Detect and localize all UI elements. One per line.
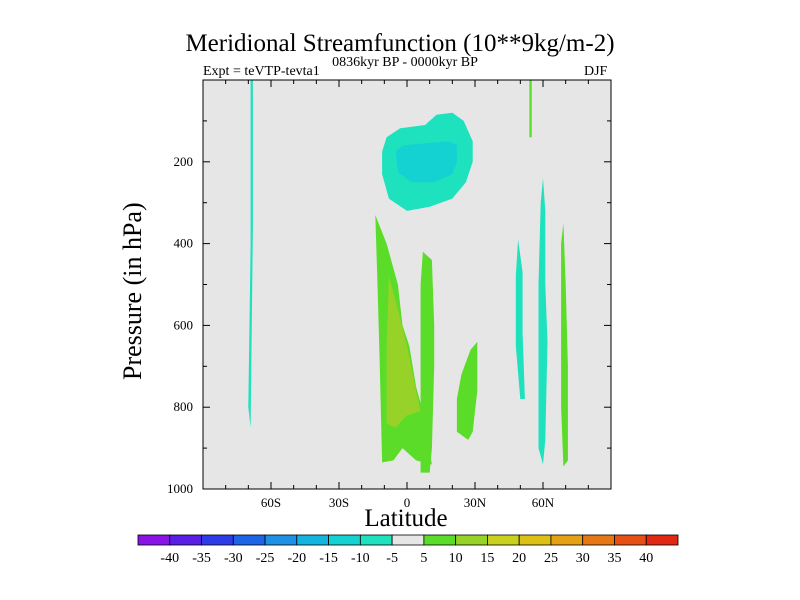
y-tick-label: 200 — [174, 154, 194, 169]
colorbar-box — [518, 534, 552, 546]
x-tick-label: 0 — [404, 495, 411, 510]
y-tick-label: 1000 — [167, 481, 193, 496]
colorbar-box — [328, 534, 361, 546]
season-label: DJF — [584, 64, 608, 79]
x-axis-label: Latitude — [364, 505, 448, 532]
x-tick-label: 60S — [261, 495, 281, 510]
colorbar-box — [550, 534, 584, 546]
colorbar-label: 40 — [639, 551, 653, 566]
axes: 60S 30S 0 30N 60N 200 400 600 800 1000 — [167, 79, 612, 510]
colorbar-box — [391, 534, 425, 546]
y-tick-label: 400 — [174, 236, 194, 251]
contour-region-tropical-positive-core — [386, 276, 421, 428]
colorbar-box — [232, 534, 266, 546]
contour-region-stratosphere-positive-60n — [529, 80, 532, 138]
x-tick-label: 30S — [329, 495, 349, 510]
colorbar-label: 5 — [420, 551, 427, 566]
colorbar-label: 35 — [607, 551, 621, 566]
colorbar-label: 15 — [480, 551, 494, 566]
colorbar-box — [423, 534, 457, 546]
y-tick-label: 800 — [174, 399, 194, 414]
colorbar-box — [264, 534, 298, 546]
y-tick-label: 600 — [174, 317, 194, 332]
colorbar-label: -20 — [287, 551, 306, 566]
colorbar-label: -10 — [351, 551, 370, 566]
colorbar-box — [169, 534, 202, 546]
colorbar-label: 10 — [449, 551, 463, 566]
colorbar-label: -5 — [386, 551, 398, 566]
colorbar-box — [296, 534, 329, 546]
colorbar-box — [201, 534, 234, 546]
colorbar-box — [582, 534, 615, 546]
colorbar-box — [614, 534, 647, 546]
colorbar-label: 25 — [544, 551, 558, 566]
colorbar-label: 20 — [512, 551, 526, 566]
plot-area — [203, 80, 611, 489]
contour-regions — [248, 80, 568, 473]
colorbar: -40 -35 -30 -25 -20 -15 -10 -5 5 10 15 20 25 30 35 40 — [137, 534, 679, 566]
colorbar-box — [359, 534, 393, 546]
contour-region-polar-negative-south — [248, 80, 253, 428]
x-tick-label: 60N — [532, 495, 555, 510]
colorbar-box — [487, 534, 520, 546]
colorbar-label: -40 — [160, 551, 179, 566]
chart-subtitle: 0836kyr BP - 0000kyr BP — [332, 55, 478, 70]
colorbar-box — [137, 534, 171, 546]
colorbar-label: -30 — [224, 551, 243, 566]
contour-region-stratosphere-negative-core — [395, 141, 457, 183]
colorbar-label: 30 — [576, 551, 590, 566]
contour-region-tropical-positive-east — [420, 251, 435, 473]
chart-title: Meridional Streamfunction (10**9kg/m-2) — [185, 30, 615, 57]
contour-region-midlat-negative-b — [538, 178, 548, 465]
x-tick-label: 30N — [464, 495, 487, 510]
experiment-label: Expt = teVTP-tevta1 — [203, 64, 320, 79]
contour-region-midlat-positive-60n — [561, 223, 568, 467]
colorbar-label: -25 — [256, 551, 275, 566]
colorbar-box — [645, 534, 679, 546]
contour-region-subtropics-positive — [456, 341, 478, 440]
colorbar-label: -15 — [319, 551, 338, 566]
contour-region-midlat-negative-a — [515, 239, 525, 399]
colorbar-box — [455, 534, 488, 546]
colorbar-label: -35 — [192, 551, 211, 566]
